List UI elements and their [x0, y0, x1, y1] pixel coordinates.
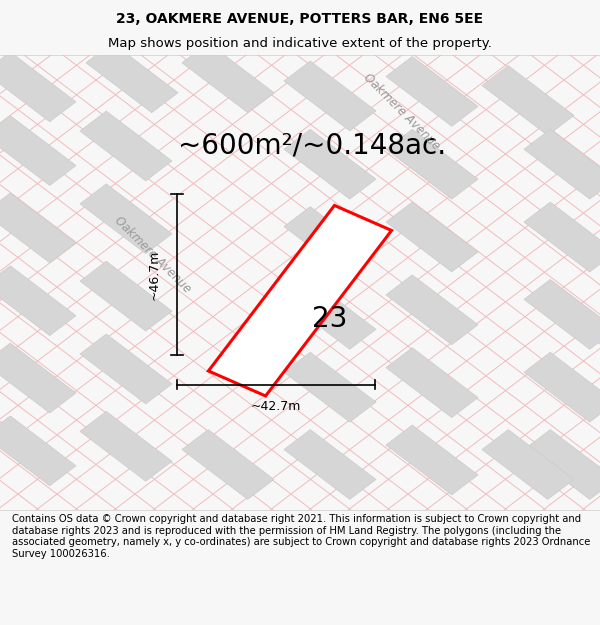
Polygon shape: [386, 348, 478, 418]
Polygon shape: [0, 116, 76, 186]
Polygon shape: [524, 202, 600, 272]
Polygon shape: [482, 429, 574, 499]
Text: 23, OAKMERE AVENUE, POTTERS BAR, EN6 5EE: 23, OAKMERE AVENUE, POTTERS BAR, EN6 5EE: [116, 12, 484, 26]
Polygon shape: [86, 43, 178, 112]
Text: 23: 23: [313, 305, 347, 333]
Polygon shape: [524, 279, 600, 349]
Polygon shape: [80, 184, 172, 254]
Polygon shape: [386, 56, 478, 126]
Polygon shape: [284, 129, 376, 199]
Polygon shape: [284, 279, 376, 349]
Polygon shape: [284, 429, 376, 499]
Polygon shape: [284, 61, 376, 131]
Polygon shape: [386, 425, 478, 495]
Polygon shape: [208, 206, 392, 396]
Polygon shape: [0, 266, 76, 336]
Text: Oakmere Avenue: Oakmere Avenue: [112, 214, 194, 296]
Text: ~46.7m: ~46.7m: [148, 249, 161, 300]
Polygon shape: [0, 343, 76, 413]
Polygon shape: [284, 207, 376, 276]
Text: ~42.7m: ~42.7m: [251, 400, 301, 413]
Polygon shape: [80, 334, 172, 404]
Polygon shape: [524, 429, 600, 499]
Polygon shape: [0, 416, 76, 486]
Polygon shape: [0, 52, 76, 122]
Polygon shape: [386, 202, 478, 272]
Polygon shape: [80, 411, 172, 481]
Polygon shape: [182, 43, 274, 112]
Polygon shape: [80, 261, 172, 331]
Text: Oakmere Avenue: Oakmere Avenue: [361, 71, 443, 152]
Polygon shape: [0, 193, 76, 262]
Polygon shape: [182, 429, 274, 499]
Text: Contains OS data © Crown copyright and database right 2021. This information is : Contains OS data © Crown copyright and d…: [12, 514, 590, 559]
Text: ~600m²/~0.148ac.: ~600m²/~0.148ac.: [178, 132, 446, 160]
Polygon shape: [482, 66, 574, 136]
Polygon shape: [284, 352, 376, 422]
Text: Map shows position and indicative extent of the property.: Map shows position and indicative extent…: [108, 38, 492, 51]
Polygon shape: [386, 129, 478, 199]
Polygon shape: [386, 275, 478, 345]
Polygon shape: [80, 111, 172, 181]
Polygon shape: [524, 352, 600, 422]
Polygon shape: [524, 129, 600, 199]
